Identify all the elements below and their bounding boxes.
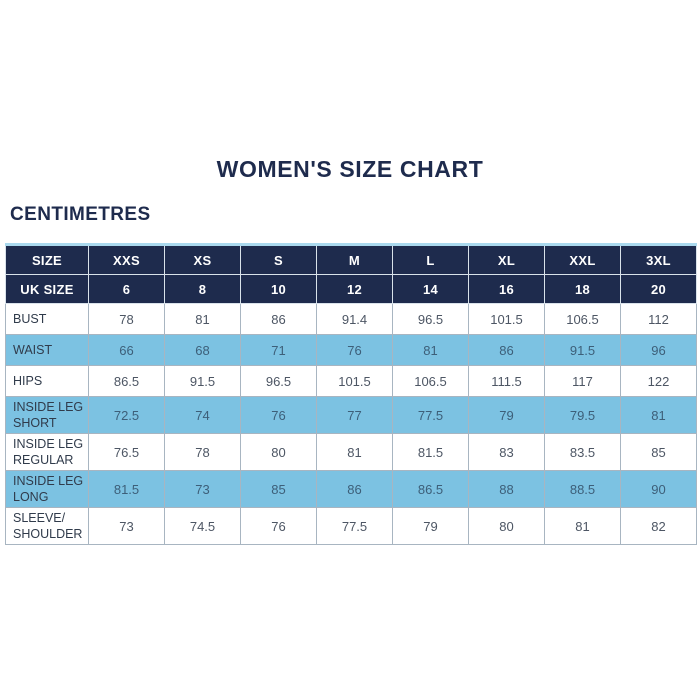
measurement-cell: 76.5: [88, 433, 165, 471]
uk-size-cell: 14: [392, 274, 469, 304]
measurement-cell: 76: [316, 334, 393, 366]
row-label: INSIDE LEG REGULAR: [5, 433, 89, 471]
uk-size-cell: 16: [468, 274, 545, 304]
measurement-cell: 86: [468, 334, 545, 366]
uk-size-row: UK SIZE 6 8 10 12 14 16 18 20: [5, 274, 697, 304]
measurement-cell: 77: [316, 396, 393, 434]
size-header-cell: XS: [164, 244, 241, 275]
table-row: SLEEVE/ SHOULDER 73 74.5 76 77.5 79 80 81 82: [5, 507, 697, 545]
row-label: INSIDE LEG LONG: [5, 470, 89, 508]
measurement-cell: 77.5: [316, 507, 393, 545]
measurement-cell: 71: [240, 334, 317, 366]
measurement-cell: 78: [88, 303, 165, 335]
size-header-row: SIZE XXS XS S M L XL XXL 3XL: [5, 244, 697, 275]
measurement-cell: 96.5: [240, 365, 317, 397]
measurement-cell: 91.5: [164, 365, 241, 397]
table-body: BUST 78 81 86 91.4 96.5 101.5 106.5 112 WAIST 66 68…: [5, 303, 697, 545]
measurement-cell: 86.5: [88, 365, 165, 397]
measurement-cell: 79: [392, 507, 469, 545]
row-label: INSIDE LEG SHORT: [5, 396, 89, 434]
measurement-cell: 73: [88, 507, 165, 545]
measurement-cell: 91.4: [316, 303, 393, 335]
measurement-cell: 88: [468, 470, 545, 508]
measurement-cell: 90: [620, 470, 697, 508]
row-label: WAIST: [5, 334, 89, 366]
measurement-cell: 72.5: [88, 396, 165, 434]
table-row: WAIST 66 68 71 76 81 86 91.5 96: [5, 334, 697, 366]
measurement-cell: 81: [392, 334, 469, 366]
measurement-cell: 81: [164, 303, 241, 335]
uk-size-cell: 20: [620, 274, 697, 304]
measurement-cell: 106.5: [544, 303, 621, 335]
unit-label: CENTIMETRES: [10, 204, 151, 225]
measurement-cell: 77.5: [392, 396, 469, 434]
measurement-cell: 122: [620, 365, 697, 397]
size-header-cell: M: [316, 244, 393, 275]
size-header-cell: 3XL: [620, 244, 697, 275]
table-header: SIZE XXS XS S M L XL XXL 3XL UK SIZE 6 8 10 12 14 16 18 2…: [5, 244, 697, 304]
measurement-cell: 83: [468, 433, 545, 471]
measurement-cell: 73: [164, 470, 241, 508]
measurement-cell: 81: [544, 507, 621, 545]
measurement-cell: 88.5: [544, 470, 621, 508]
measurement-cell: 82: [620, 507, 697, 545]
measurement-cell: 81: [316, 433, 393, 471]
measurement-cell: 76: [240, 507, 317, 545]
measurement-cell: 66: [88, 334, 165, 366]
measurement-cell: 85: [620, 433, 697, 471]
measurement-cell: 74.5: [164, 507, 241, 545]
size-header-cell: L: [392, 244, 469, 275]
table-row: BUST 78 81 86 91.4 96.5 101.5 106.5 112: [5, 303, 697, 335]
size-header-cell: XXS: [88, 244, 165, 275]
measurement-cell: 79: [468, 396, 545, 434]
measurement-cell: 80: [240, 433, 317, 471]
row-label: SLEEVE/ SHOULDER: [5, 507, 89, 545]
size-header-cell: S: [240, 244, 317, 275]
table-row: INSIDE LEG SHORT 72.5 74 76 77 77.5 79 79.5 81: [5, 396, 697, 434]
uk-size-cell: 12: [316, 274, 393, 304]
row-label: BUST: [5, 303, 89, 335]
measurement-cell: 79.5: [544, 396, 621, 434]
size-header-cell: XXL: [544, 244, 621, 275]
row-label: HIPS: [5, 365, 89, 397]
measurement-cell: 81.5: [88, 470, 165, 508]
measurement-cell: 86: [316, 470, 393, 508]
measurement-cell: 91.5: [544, 334, 621, 366]
measurement-cell: 96: [620, 334, 697, 366]
measurement-cell: 76: [240, 396, 317, 434]
table-row: HIPS 86.5 91.5 96.5 101.5 106.5 111.5 117 122: [5, 365, 697, 397]
measurement-cell: 85: [240, 470, 317, 508]
measurement-cell: 81.5: [392, 433, 469, 471]
size-header-cell: XL: [468, 244, 545, 275]
measurement-cell: 68: [164, 334, 241, 366]
uk-size-cell: 10: [240, 274, 317, 304]
measurement-cell: 78: [164, 433, 241, 471]
size-table: SIZE XXS XS S M L XL XXL 3XL UK SIZE 6 8 10 12 14 16 18 2…: [5, 243, 697, 545]
uk-size-cell: 18: [544, 274, 621, 304]
measurement-cell: 96.5: [392, 303, 469, 335]
measurement-cell: 101.5: [316, 365, 393, 397]
table-row: INSIDE LEG LONG 81.5 73 85 86 86.5 88 88.5 90: [5, 470, 697, 508]
uk-size-label: UK SIZE: [5, 274, 89, 304]
measurement-cell: 112: [620, 303, 697, 335]
measurement-cell: 106.5: [392, 365, 469, 397]
measurement-cell: 81: [620, 396, 697, 434]
measurement-cell: 83.5: [544, 433, 621, 471]
measurement-cell: 80: [468, 507, 545, 545]
page-title: WOMEN'S SIZE CHART: [216, 156, 484, 182]
measurement-cell: 86: [240, 303, 317, 335]
measurement-cell: 111.5: [468, 365, 545, 397]
measurement-cell: 74: [164, 396, 241, 434]
table-row: INSIDE LEG REGULAR 76.5 78 80 81 81.5 83 83.5 85: [5, 433, 697, 471]
uk-size-cell: 6: [88, 274, 165, 304]
measurement-cell: 86.5: [392, 470, 469, 508]
measurement-cell: 101.5: [468, 303, 545, 335]
uk-size-cell: 8: [164, 274, 241, 304]
measurement-cell: 117: [544, 365, 621, 397]
size-header-label: SIZE: [5, 244, 89, 275]
